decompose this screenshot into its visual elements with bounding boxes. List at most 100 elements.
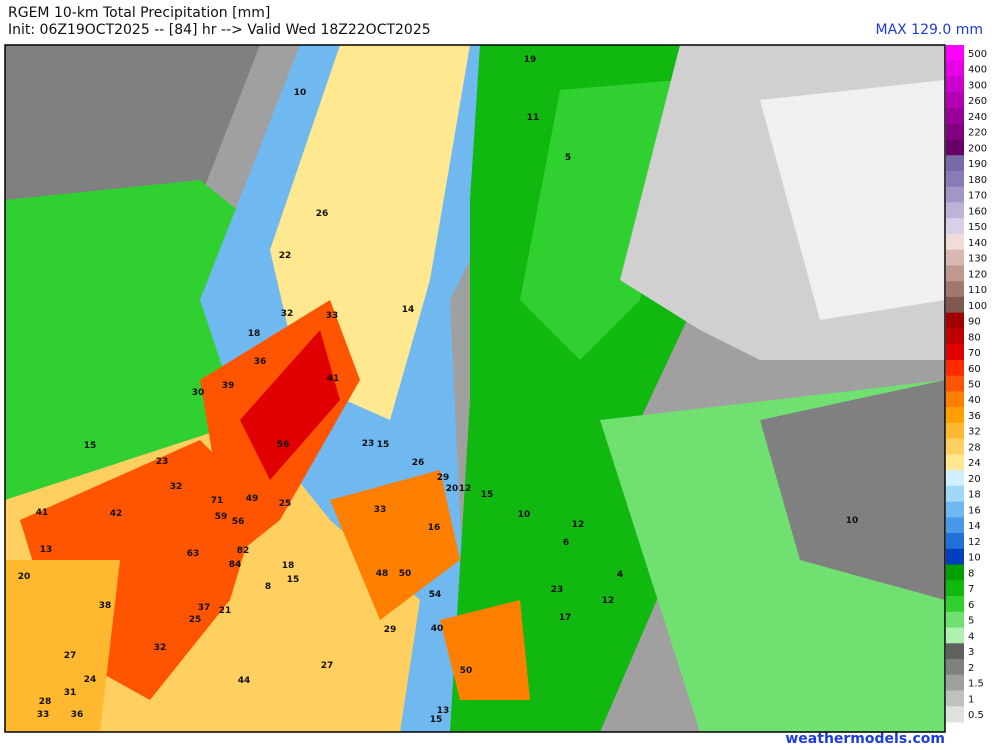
colorbar-swatch	[946, 548, 964, 566]
map-value-label: 15	[481, 490, 494, 500]
colorbar-label: 6	[968, 600, 974, 611]
colorbar-label: 60	[968, 364, 981, 375]
map-value-label: 19	[524, 55, 537, 65]
colorbar-swatch	[946, 580, 964, 597]
colorbar-label: 1.5	[968, 679, 984, 690]
map-value-label: 41	[327, 374, 340, 384]
map-value-label: 32	[154, 643, 167, 653]
map-value-label: 32	[281, 309, 294, 319]
colorbar-label: 240	[968, 112, 987, 123]
map-value-label: 8	[265, 582, 271, 592]
map-value-label: 54	[429, 590, 442, 600]
colorbar-label: 260	[968, 96, 987, 107]
colorbar-swatch	[946, 76, 964, 93]
colorbar-label: 200	[968, 143, 987, 154]
map-value-label: 15	[377, 440, 390, 450]
colorbar-label: 140	[968, 238, 987, 249]
colorbar-label: 80	[968, 332, 981, 343]
map-value-label: 41	[36, 508, 49, 518]
colorbar-label: 100	[968, 301, 987, 312]
colorbar-label: 300	[968, 80, 987, 91]
map-value-label: 15	[287, 575, 300, 585]
map-value-label: 56	[277, 440, 290, 450]
colorbar-swatch	[946, 501, 964, 518]
colorbar-label: 170	[968, 191, 987, 202]
map-value-label: 23	[362, 439, 375, 449]
colorbar-label: 110	[968, 285, 987, 296]
map-value-label: 27	[64, 651, 77, 661]
colorbar-label: 50	[968, 380, 981, 391]
colorbar-swatch	[946, 422, 964, 440]
map-value-label: 49	[246, 494, 259, 504]
colorbar-swatch	[946, 107, 964, 125]
colorbar-swatch	[946, 407, 964, 424]
colorbar-label: 160	[968, 206, 987, 217]
colorbar-swatch	[946, 123, 964, 140]
map-value-label: 18	[282, 561, 295, 571]
max-value: MAX 129.0 mm	[875, 22, 983, 38]
colorbar-label: 90	[968, 317, 981, 328]
map-frame	[4, 44, 946, 733]
colorbar-label: 24	[968, 458, 981, 469]
colorbar-swatch	[946, 139, 964, 156]
map-value-label: 18	[248, 329, 261, 339]
colorbar-swatch	[946, 170, 964, 188]
map-value-label: 84	[229, 560, 242, 570]
map-value-label: 12	[572, 520, 585, 530]
colorbar-swatch	[946, 674, 964, 692]
colorbar-label: 36	[968, 411, 981, 422]
map-value-label: 39	[222, 381, 235, 391]
map-value-label: 25	[189, 615, 202, 625]
colorbar-label: 12	[968, 537, 981, 548]
colorbar-swatch	[946, 60, 964, 77]
colorbar-swatch	[946, 391, 964, 408]
map-value-label: 17	[559, 613, 572, 623]
map-value-label: 28	[39, 697, 52, 707]
map-value-label: 56	[232, 517, 245, 527]
map-value-label: 5	[565, 153, 571, 163]
colorbar-swatch	[946, 438, 964, 455]
colorbar-label: 5	[968, 616, 974, 627]
colorbar-swatch	[946, 233, 964, 251]
map-value-label: 23	[551, 585, 564, 595]
map-value-label: 26	[412, 458, 425, 468]
map-value-label: 44	[238, 676, 251, 686]
colorbar-label: 150	[968, 222, 987, 233]
colorbar-swatch	[946, 265, 964, 282]
colorbar-swatch	[946, 296, 964, 314]
colorbar-swatch	[946, 281, 964, 298]
map-value-label: 16	[428, 523, 441, 533]
map-value-label: 33	[374, 505, 387, 515]
colorbar-swatch	[946, 533, 964, 550]
map-value-label: 50	[399, 569, 412, 579]
map-value-label: 36	[254, 357, 267, 367]
colorbar-label: 3	[968, 647, 974, 658]
map-value-label: 38	[99, 601, 112, 611]
colorbar-label: 8	[968, 568, 974, 579]
map-value-label: 14	[402, 305, 415, 315]
map-value-label: 32	[170, 482, 183, 492]
colorbar-label: 400	[968, 65, 987, 76]
init-time: Init: 06Z19OCT2025 -- [84] hr --> Valid …	[8, 22, 431, 38]
map-value-label: 71	[211, 496, 224, 506]
colorbar-swatch	[946, 706, 964, 723]
map-value-label: 42	[110, 509, 123, 519]
colorbar-swatch	[946, 45, 964, 62]
colorbar-swatch	[946, 690, 964, 707]
colorbar-swatch	[946, 485, 964, 503]
colorbar-swatch	[946, 643, 964, 660]
colorbar-label: 20	[968, 474, 981, 485]
colorbar-swatch	[946, 155, 964, 172]
colorbar-label: 16	[968, 505, 981, 516]
colorbar-swatch	[946, 328, 964, 345]
map-value-label: 11	[527, 113, 540, 123]
colorbar-label: 4	[968, 631, 974, 642]
colorbar-label: 0.5	[968, 710, 984, 721]
map-value-label: 23	[156, 457, 169, 467]
map-value-label: 6	[563, 538, 569, 548]
map-value-label: 26	[316, 209, 329, 219]
map-value-label: 4	[617, 570, 623, 580]
colorbar-label: 14	[968, 521, 981, 532]
